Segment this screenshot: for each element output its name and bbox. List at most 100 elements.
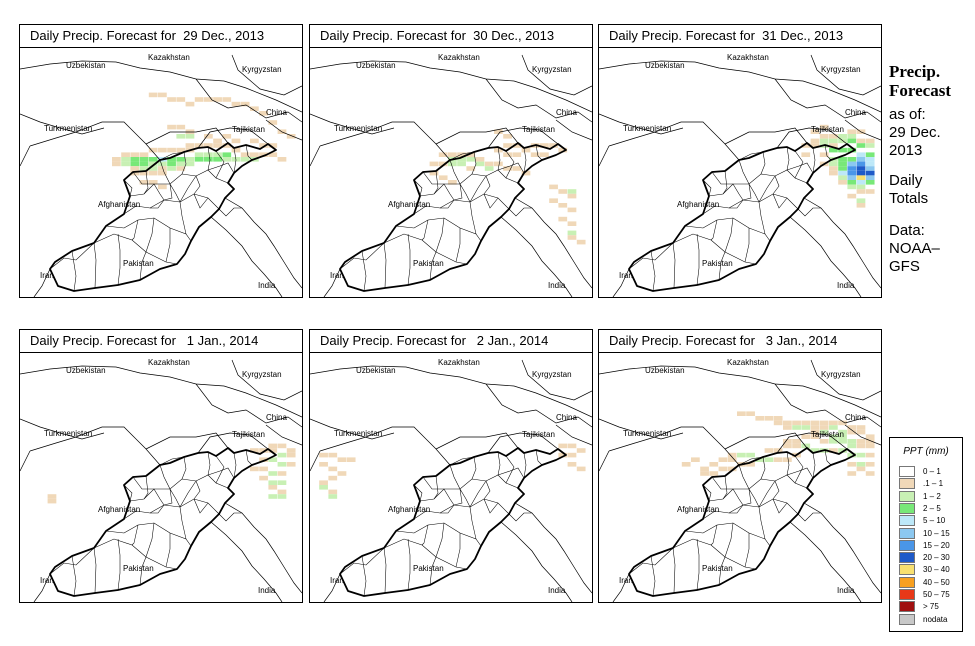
legend-label: .1 – 1 [923,479,944,489]
precip-cell [448,180,457,185]
province-border [497,146,501,171]
country-border [555,119,592,141]
province-border [181,456,187,480]
legend-label: 2 – 5 [923,503,941,513]
province-border [339,547,385,575]
precip-cell [847,170,857,176]
precip-cell [847,157,857,162]
country-border [485,383,592,428]
country-label-afghanistan: Afghanistan [677,200,719,209]
precip-cell [847,193,857,199]
precip-cell [865,443,875,449]
precip-cell [139,152,149,157]
precip-cell [801,434,811,439]
precip-cell [856,152,866,157]
precip-cell [158,147,167,153]
precip-cell [567,235,577,240]
legend-item: 1 – 2 [899,490,959,503]
country-border [803,197,881,289]
precip-cell [121,157,130,162]
precip-cell [521,147,531,153]
province-border [421,219,429,241]
province-border [159,456,185,466]
precip-cell [222,97,232,102]
province-border [812,452,816,479]
precip-cell [819,420,829,426]
country-label-turkmenistan: Turkmenistan [334,124,382,133]
province-border [123,193,220,215]
sidebar-title-line1: Precip. [889,62,941,81]
country-label-kyrgyzstan: Kyrgyzstan [532,370,572,379]
country-border [487,127,559,149]
province-border [139,251,147,281]
precip-cell [856,166,866,171]
province-border [497,162,525,174]
precip-cell [259,152,268,157]
province-border [383,547,387,594]
legend-item: 10 – 15 [899,527,959,540]
country-border [776,127,848,149]
precip-cell [709,462,719,467]
country-label-kyrgyzstan: Kyrgyzstan [821,370,861,379]
province-border [150,504,165,514]
precip-cell [558,203,568,208]
province-border [215,455,225,484]
country-border [599,145,610,167]
province-border [797,512,821,522]
precip-cell [130,170,140,176]
precip-map: Kazakhstan Uzbekistan Kyrgyzstan China Turkm… [20,358,302,602]
province-border [772,480,780,500]
precip-cell [764,457,774,462]
precip-cell [801,443,811,449]
precip-cell [185,101,195,107]
precip-cell [856,429,866,435]
province-border [469,175,487,203]
province-border [535,449,543,466]
country-border [776,432,848,454]
precip-cell [438,152,448,157]
precip-cell [700,471,709,476]
country-border [33,268,51,297]
precip-cell [567,462,577,467]
precip-cell [112,157,121,162]
precip-cell [503,143,512,148]
province-border [738,159,752,201]
province-border [744,533,750,568]
precip-cell [286,462,296,467]
province-border [93,547,97,594]
precip-cell [222,143,232,148]
province-border [797,207,821,217]
province-border [508,207,532,217]
precip-cell [185,161,195,167]
precip-cell [856,439,866,444]
precip-cell [139,161,149,167]
precip-cell [856,425,866,430]
province-border [433,475,439,500]
country-label-tajikistan: Tajikistan [811,430,844,439]
province-border [684,217,771,242]
province-border [93,242,97,289]
province-border [245,144,253,161]
province-border [361,555,367,597]
country-label-afghanistan: Afghanistan [388,200,430,209]
province-border [429,251,437,281]
country-border [20,60,302,113]
precip-cell [865,161,875,167]
province-border [383,242,387,289]
country-label-kyrgyzstan: Kyrgyzstan [532,65,572,74]
country-label-china: China [556,413,577,422]
country-border [323,268,341,297]
province-border [523,147,527,174]
province-border [131,219,139,241]
province-border [702,498,799,520]
precip-cell [148,157,158,162]
precip-cells [47,443,296,504]
precip-cell [130,161,140,167]
precip-cell [47,494,57,499]
province-border [672,233,757,265]
province-border [215,150,225,179]
province-border [383,538,468,570]
precip-cell [277,157,287,162]
province-border [672,547,676,594]
precip-cell [540,143,549,148]
